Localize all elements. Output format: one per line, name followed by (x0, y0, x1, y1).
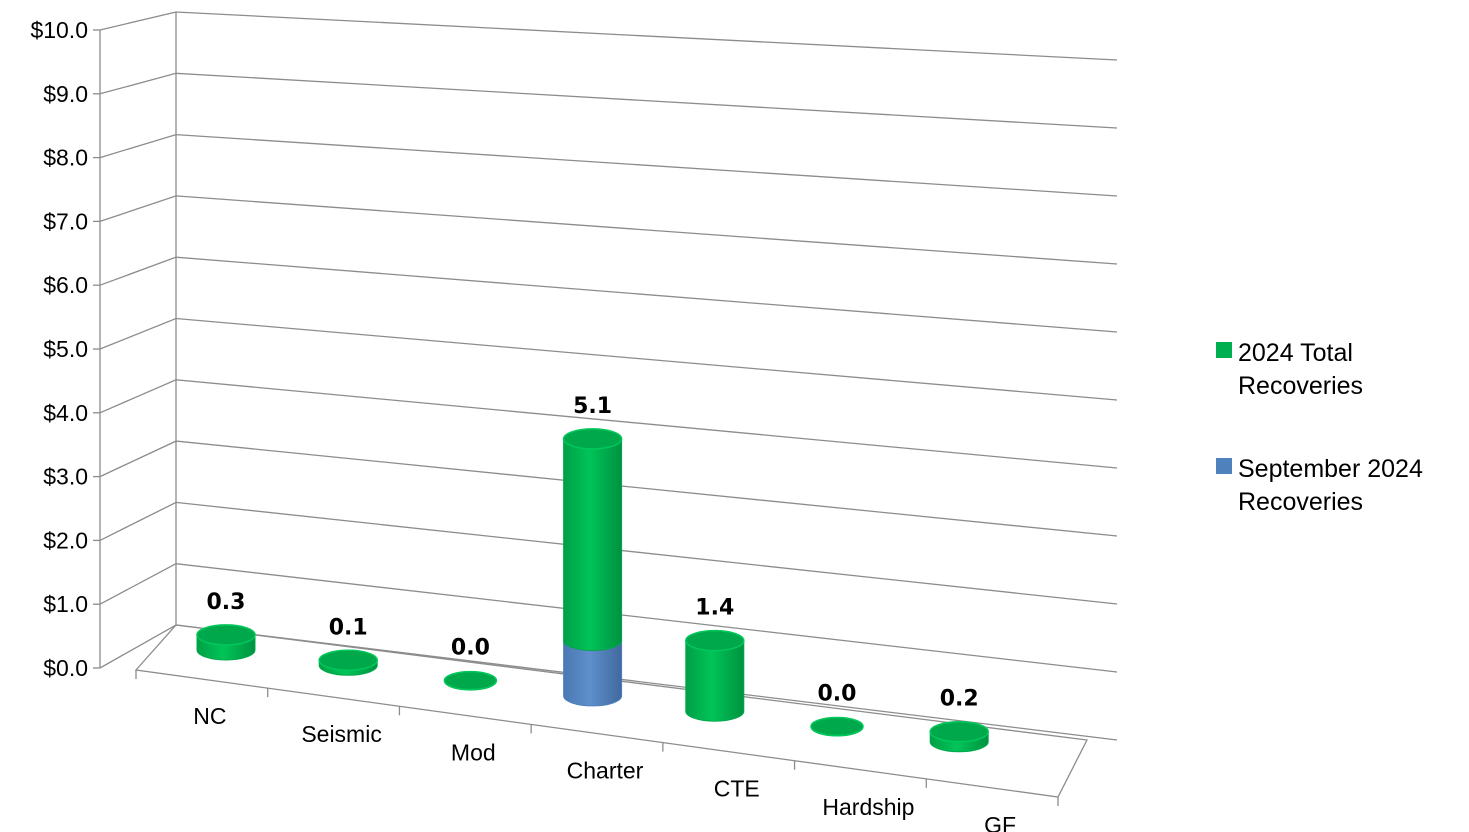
legend-label: Recoveries (1238, 372, 1363, 400)
floor (134, 624, 1088, 798)
y-tick-labels: $0.0 $1.0 $2.0 $3.0 $4.0 $5.0 $6.0 $7.0 $8.0 $9.0… (30, 17, 88, 681)
legend: 2024 Total Recoveries September 2024 Recove… (1216, 339, 1423, 516)
bar-segment-september-2024 (563, 639, 623, 707)
legend-swatch (1216, 342, 1232, 358)
data-label: 0.2 (940, 687, 979, 712)
y-tick-label: $3.0 (43, 464, 88, 490)
x-tick-label: GF (984, 812, 1016, 832)
y-tick-label: $5.0 (43, 336, 88, 362)
x-tick-label: Mod (451, 739, 496, 765)
data-label: 5.1 (573, 394, 612, 419)
bar-segment-2024-total (685, 629, 745, 722)
legend-label: 2024 Total (1238, 339, 1353, 367)
y-tick-label: $7.0 (43, 208, 88, 234)
data-label: 1.4 (695, 596, 734, 621)
legend-swatch (1216, 458, 1232, 474)
x-tick-label: NC (193, 703, 226, 729)
gridline (99, 72, 1118, 129)
x-tick-label: CTE (714, 776, 760, 802)
data-labels: 0.3 0.1 0.0 5.1 1.4 0.0 0.2 (207, 394, 979, 712)
bar-segment-2024-total (318, 649, 378, 676)
bar-segment-2024-total (196, 624, 256, 661)
gridline (99, 133, 1118, 197)
data-label: 0.0 (451, 636, 490, 661)
gridline (99, 11, 1118, 61)
y-tick-label: $2.0 (43, 527, 88, 553)
x-tick-label: Hardship (822, 794, 914, 820)
y-tick-label: $1.0 (43, 591, 88, 617)
y-tick-label: $10.0 (30, 17, 88, 43)
y-tick-label: $6.0 (43, 272, 88, 298)
x-tick-label: Charter (567, 758, 644, 784)
bar-segment-2024-total (443, 670, 498, 691)
y-tick-label: $8.0 (43, 145, 88, 171)
legend-entry: 2024 Total Recoveries (1216, 339, 1363, 400)
legend-label: Recoveries (1238, 488, 1363, 516)
data-label: 0.0 (818, 682, 857, 707)
y-tick-label: $4.0 (43, 400, 88, 426)
legend-label: September 2024 (1238, 455, 1423, 483)
data-label: 0.3 (207, 590, 246, 615)
x-tick-label: Seismic (301, 721, 382, 747)
x-tick-labels: NC Seismic Mod Charter CTE Hardship GF (193, 703, 1016, 832)
gridline (99, 256, 1118, 333)
gridline (99, 195, 1118, 265)
data-label: 0.1 (329, 615, 368, 640)
y-tick-label: $0.0 (43, 655, 88, 681)
gridline (99, 317, 1118, 401)
axes (93, 12, 1088, 806)
legend-entry: September 2024 Recoveries (1216, 455, 1423, 516)
bar-segment-2024-total (810, 716, 864, 737)
bar-segment-2024-total (929, 720, 989, 753)
bar-segment-2024-total (562, 428, 623, 651)
bars (196, 428, 989, 753)
y-tick-label: $9.0 (43, 81, 88, 107)
